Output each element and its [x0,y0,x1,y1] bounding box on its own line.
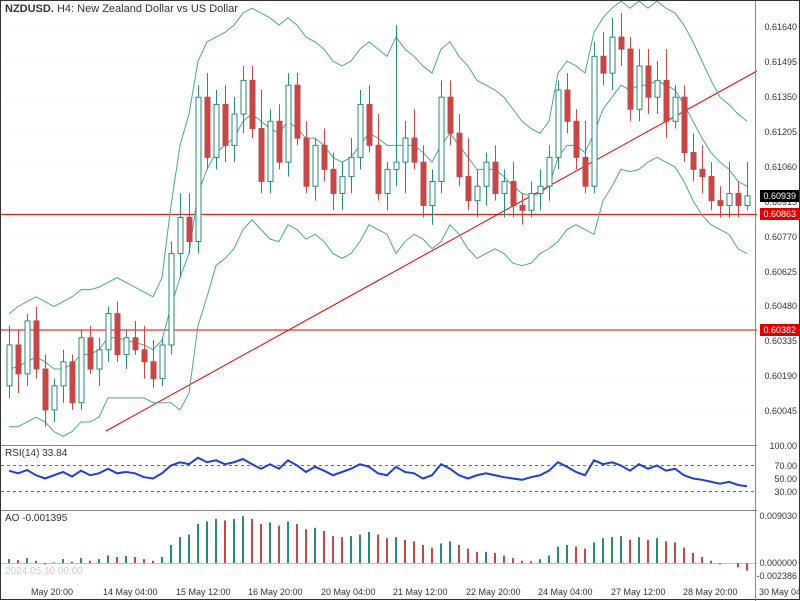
rsi-tick: 30.00 [774,487,797,497]
timeframe: H4: [57,3,74,15]
rsi-tick: 100.00 [769,441,797,451]
description: New Zealand Dollar vs US Dollar [77,3,238,15]
ao-panel[interactable]: AO -0.001395 [1,511,757,579]
time-tick: 27 May 12:00 [611,587,666,597]
time-tick: 28 May 20:00 [683,587,738,597]
price-tick: 0.61060 [764,162,797,172]
rsi-label: RSI(14) 33.84 [5,448,67,459]
chart-container[interactable]: NZDUSD. H4: New Zealand Dollar vs US Dol… [0,0,800,600]
symbol: NZDUSD. [5,3,54,15]
watermark: 2024.05.10 00:00 [5,566,83,577]
rsi-chart-svg [1,446,757,511]
time-tick: 22 May 20:00 [466,587,521,597]
hline-price-tag: 0.60863 [760,208,799,220]
x-axis: May 20:00 14 May 04:00 15 May 12:00 16 May … [1,579,757,599]
price-tick: 0.60335 [764,336,797,346]
price-chart-svg [1,1,757,446]
price-tick: 0.60625 [764,267,797,277]
rsi-tick: 50.00 [774,474,797,484]
y-axis: 0.61640 0.61495 0.61350 0.61205 0.61060 0.609… [755,1,799,601]
time-tick: 30 May 04:00 [759,587,800,597]
price-tick: 0.60480 [764,301,797,311]
current-price-tag: 0.60939 [760,190,799,202]
time-tick: 20 May 04:00 [321,587,376,597]
ao-tick: -0.002386 [756,571,797,581]
price-tick: 0.61350 [764,92,797,102]
price-tick: 0.60045 [764,406,797,416]
time-tick: 14 May 04:00 [103,587,158,597]
price-tick: 0.61495 [764,57,797,67]
ao-chart-svg [1,511,757,579]
time-tick: 16 May 20:00 [248,587,303,597]
price-tick: 0.60770 [764,232,797,242]
time-tick: 24 May 04:00 [538,587,593,597]
chart-title: NZDUSD. H4: New Zealand Dollar vs US Dol… [5,3,238,15]
time-tick: 15 May 12:00 [176,587,231,597]
hline-price-tag: 0.60382 [760,324,799,336]
ao-tick: 0.009030 [759,511,797,521]
time-tick: 21 May 12:00 [393,587,448,597]
ao-label: AO -0.001395 [5,513,67,524]
price-tick: 0.60190 [764,371,797,381]
rsi-tick: 70.00 [774,461,797,471]
price-panel[interactable] [1,1,757,446]
price-tick: 0.61205 [764,127,797,137]
ao-tick: 0.000000 [759,558,797,568]
time-tick: May 20:00 [31,587,73,597]
rsi-panel[interactable]: RSI(14) 33.84 [1,446,757,511]
price-tick: 0.61640 [764,22,797,32]
